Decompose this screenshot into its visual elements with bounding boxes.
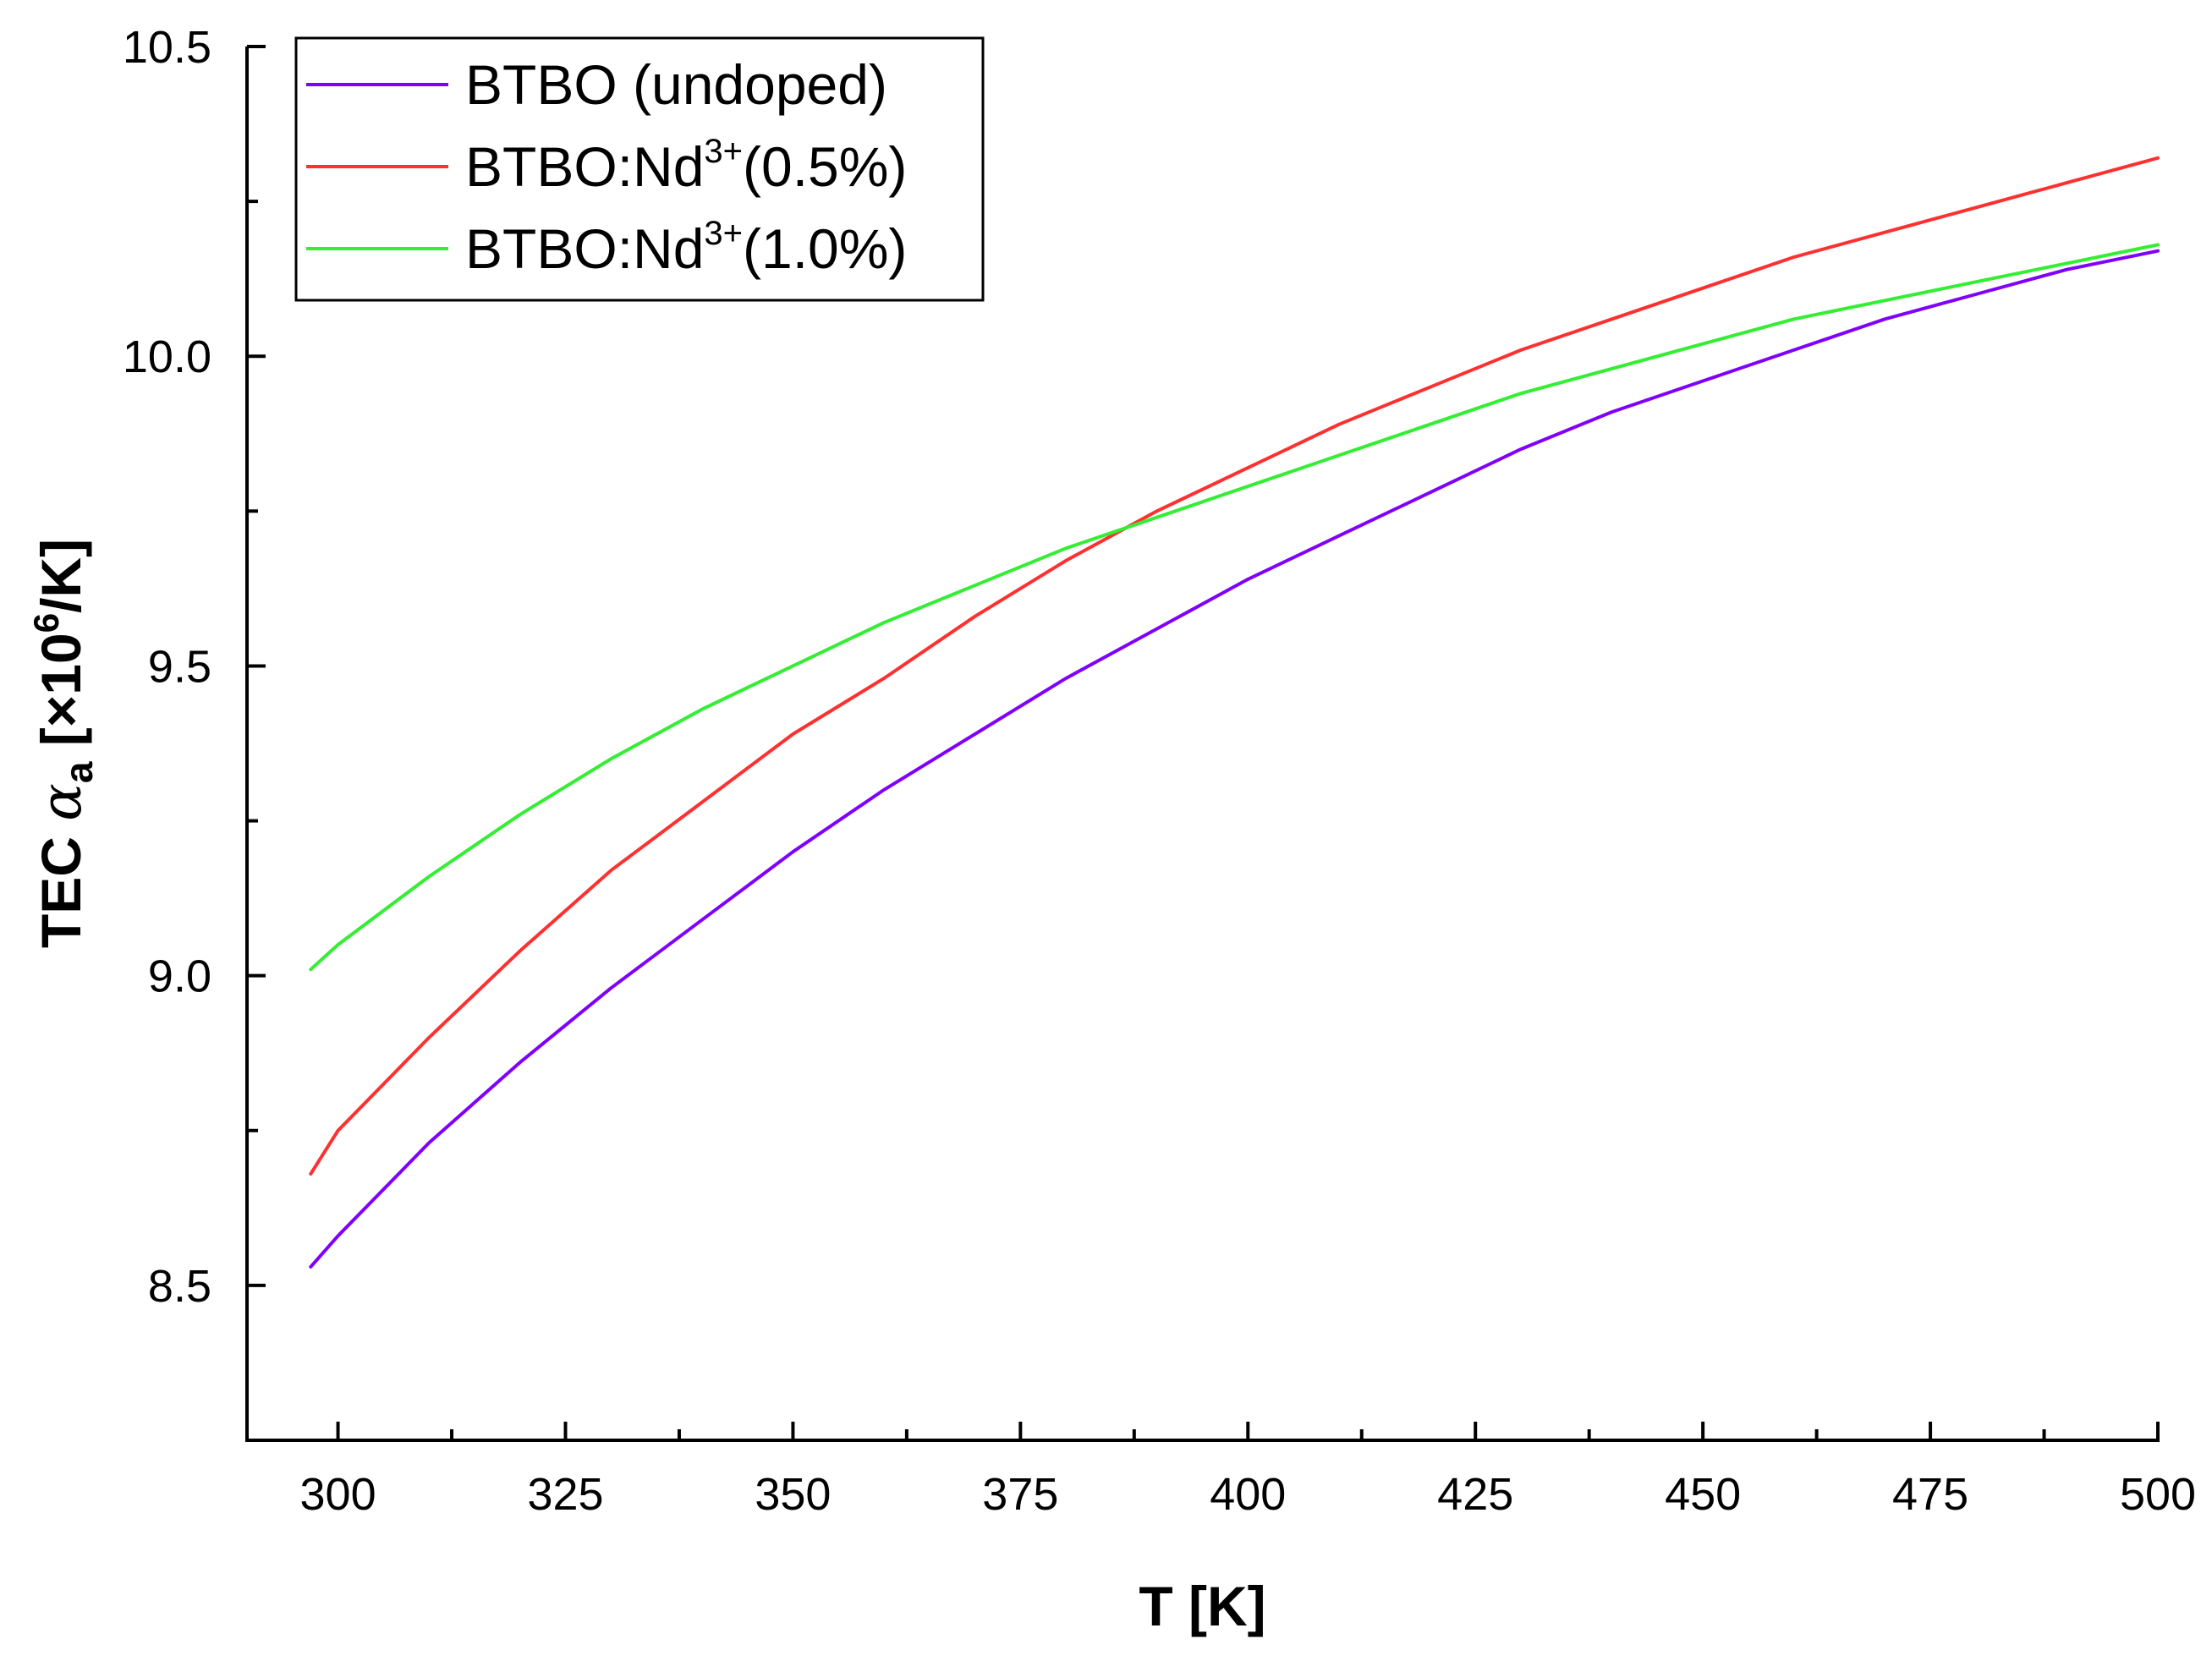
legend-label-base: BTBO (undoped) (465, 53, 887, 116)
y-axis-title-symbol: α (29, 783, 94, 821)
y-axis-title-bracket-open: [×10 (30, 633, 92, 761)
y-axis-title-exponent: 6 (26, 613, 66, 633)
x-tick-label: 325 (527, 1469, 603, 1520)
x-tick-label: 350 (755, 1469, 831, 1520)
legend-label-0: BTBO (undoped) (465, 53, 887, 116)
x-tick-label: 425 (1437, 1469, 1513, 1520)
legend-label-tail: (1.0%) (743, 217, 907, 280)
series-line-1 (309, 156, 2160, 1176)
legend-label-base: BTBO:Nd (465, 217, 704, 280)
x-tick-label: 400 (1210, 1469, 1286, 1520)
series-layer (309, 156, 2160, 1269)
x-tick-label: 375 (982, 1469, 1058, 1520)
legend-label-base: BTBO:Nd (465, 135, 704, 198)
y-tick-label: 9.5 (148, 641, 211, 692)
legend-label-1: BTBO:Nd3+(0.5%) (465, 133, 907, 198)
x-tick-label: 500 (2120, 1469, 2196, 1520)
y-axis-title-subscript: a (57, 761, 101, 783)
x-ticks: 300 325 350 375 400 425 450 475 500 (300, 1422, 2196, 1520)
y-axis-title-bracket-close: /K] (30, 539, 92, 613)
y-axis-title: TEC αa [×106/K] (26, 539, 101, 948)
y-tick-label: 9.0 (148, 951, 211, 1002)
series-line-2 (309, 243, 2160, 972)
y-axis-title-prefix: TEC (30, 821, 92, 948)
series-line-0 (309, 249, 2160, 1269)
y-tick-label: 8.5 (148, 1261, 211, 1312)
legend-label-2: BTBO:Nd3+(1.0%) (465, 215, 907, 280)
y-ticks: 8.5 9.0 9.5 10.0 10.5 (123, 22, 266, 1312)
legend: BTBO (undoped)BTBO:Nd3+(0.5%)BTBO:Nd3+(1… (294, 36, 985, 302)
x-tick-label: 300 (300, 1469, 376, 1520)
legend-items: BTBO (undoped)BTBO:Nd3+(0.5%)BTBO:Nd3+(1… (306, 53, 907, 280)
legend-box (294, 36, 985, 302)
legend-label-sup: 3+ (704, 133, 743, 170)
y-tick-label: 10.5 (123, 22, 211, 73)
x-tick-label: 475 (1892, 1469, 1968, 1520)
legend-label-tail: (0.5%) (743, 135, 907, 198)
x-tick-label: 450 (1665, 1469, 1741, 1520)
legend-label-sup: 3+ (704, 215, 743, 252)
y-tick-label: 10.0 (123, 332, 211, 382)
x-axis-title: T [K] (1139, 1575, 1265, 1637)
